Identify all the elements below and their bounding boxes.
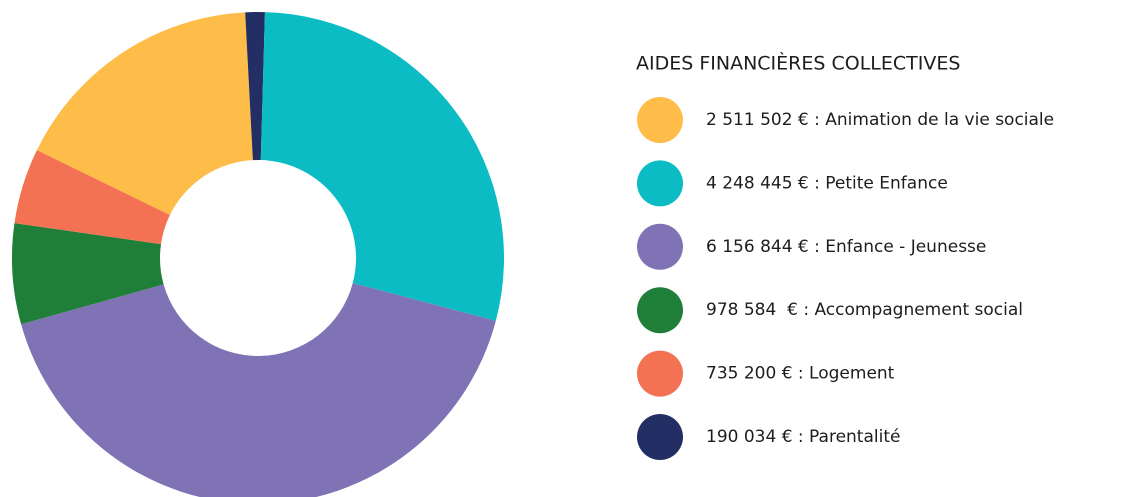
- legend-entry: 6 156 844 € : Enfance - Jeunesse: [706, 237, 986, 257]
- legend-swatch: [637, 414, 683, 460]
- legend-title: AIDES FINANCIÈRES COLLECTIVES: [636, 52, 960, 75]
- legend-entry: 735 200 € : Logement: [706, 364, 895, 384]
- legend-swatch: [637, 97, 683, 143]
- legend-entry: 2 511 502 € : Animation de la vie social…: [706, 110, 1054, 130]
- donut-slice: [245, 11, 265, 161]
- legend-swatch: [637, 160, 683, 207]
- legend-swatch: [637, 350, 683, 397]
- legend-entry: 190 034 € : Parentalité: [706, 427, 900, 447]
- legend-swatch: [637, 223, 683, 270]
- donut-slice: [260, 12, 504, 321]
- donut-slice: [21, 283, 496, 497]
- legend-swatch: [637, 287, 683, 334]
- donut-slice: [36, 12, 253, 216]
- donut-slice: [12, 223, 164, 325]
- legend-entry: 978 584 € : Accompagnement social: [706, 300, 1023, 320]
- legend-entry: 4 248 445 € : Petite Enfance: [706, 173, 948, 193]
- donut-slice: [14, 150, 170, 245]
